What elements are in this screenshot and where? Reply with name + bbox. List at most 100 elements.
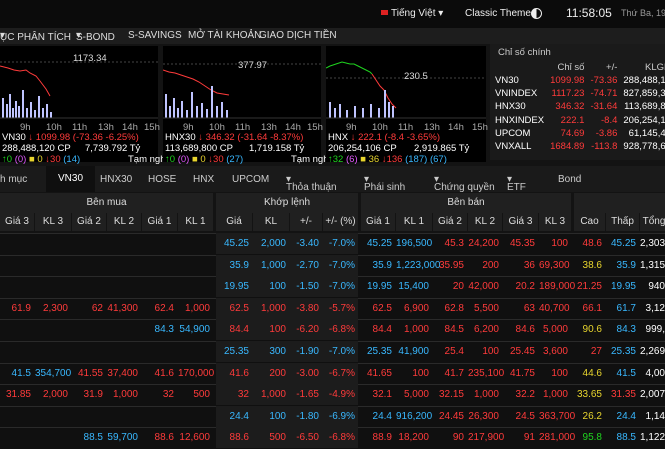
col-header-sell-vol-1[interactable]: KL 1 [396,213,432,231]
language-selector[interactable]: Tiếng Việt ▾ [381,8,443,19]
cell-buy-price-2[interactable] [72,255,106,276]
cell-match-vol[interactable]: 2,000 [260,238,286,249]
cell-low[interactable]: 19.95 [610,281,636,293]
cell-sell-vol-1[interactable]: 18,200 [398,432,429,444]
cell-total[interactable]: 2,269 [640,346,665,357]
cell-high[interactable]: 48.6 [582,238,602,249]
col-header-match-vol[interactable]: KL [253,213,289,231]
cell-sell-vol-3[interactable]: 189,000 [539,281,576,293]
cell-sell-price-3[interactable]: 25.45 [509,346,535,357]
cell-total[interactable]: 2,303 [640,238,665,249]
col-header-change[interactable]: +/- [290,213,322,231]
cell-sell-vol-2[interactable]: 42,000 [468,281,499,293]
cell-buy-vol-1[interactable] [178,341,213,362]
cell-buy-price-2[interactable]: 41.55 [77,367,103,379]
cell-buy-price-3[interactable] [0,319,34,340]
cell-high[interactable]: 38.6 [582,259,602,271]
cell-sell-vol-3[interactable]: 100 [551,238,568,249]
cell-buy-price-2[interactable] [72,319,106,340]
cell-sell-price-1[interactable]: 35.9 [372,259,392,271]
cell-sell-price-3[interactable]: 45.35 [509,238,535,249]
cell-buy-vol-1[interactable]: 170,000 [178,367,215,379]
cell-match-price[interactable]: 88.6 [229,432,249,444]
col-header-sell-vol-2[interactable]: KL 2 [468,213,502,231]
cell-match-vol[interactable]: 1,000 [260,302,286,314]
cell-change[interactable]: -6.20 [296,324,319,336]
cell-buy-vol-3[interactable] [35,233,71,254]
dark-mode-toggle-icon[interactable] [531,8,542,19]
cell-total[interactable]: 999, [645,324,665,336]
cell-buy-price-1[interactable] [142,233,177,254]
cell-change[interactable]: -1.90 [296,346,319,357]
tab-watchlist[interactable]: h mục [0,174,28,185]
tab-bond[interactable]: Bond [558,174,582,185]
cell-low[interactable]: 61.7 [616,302,636,314]
cell-buy-vol-1[interactable] [178,255,213,276]
col-header-buy-vol-2[interactable]: KL 2 [107,213,141,231]
cell-buy-vol-2[interactable]: 41,300 [107,302,138,314]
cell-sell-price-1[interactable]: 88.9 [372,432,392,444]
cell-sell-price-1[interactable]: 41.65 [366,367,392,379]
cell-buy-vol-3[interactable]: 2,000 [42,389,68,401]
cell-sell-vol-3[interactable]: 5,000 [542,324,568,336]
cell-sell-vol-3[interactable]: 1,000 [542,389,568,401]
cell-sell-price-2[interactable]: 90 [452,432,464,444]
cell-change[interactable]: -1.80 [296,410,319,422]
cell-change[interactable]: -3.80 [296,302,319,314]
cell-buy-price-2[interactable] [72,233,106,254]
theme-selector[interactable]: Classic Theme [465,8,531,19]
cell-buy-vol-3[interactable] [35,319,71,340]
cell-sell-price-3[interactable]: 32.2 [515,389,535,401]
cell-buy-vol-3[interactable]: 2,300 [42,302,68,314]
cell-match-vol[interactable]: 100 [269,281,286,293]
cell-total[interactable]: 940 [648,281,665,293]
tab-upcom[interactable]: UPCOM [232,174,270,185]
cell-match-price[interactable]: 35.9 [229,259,249,271]
cell-buy-price-1[interactable]: 62.4 [154,302,174,314]
cell-match-vol[interactable]: 1,000 [260,259,286,271]
cell-buy-price-3[interactable]: 61.9 [11,302,31,314]
cell-high[interactable]: 95.8 [582,432,602,444]
cell-change-pct[interactable]: -7.0% [328,281,355,293]
cell-sell-price-1[interactable]: 32.1 [372,389,392,401]
col-header-sell-price-3[interactable]: Giá 3 [503,213,538,231]
tab-derivatives[interactable]: Phái sinh ▾ [364,174,406,193]
menu-s-savings[interactable]: S-SAVINGS [128,30,182,41]
cell-sell-vol-2[interactable]: 24,200 [468,238,499,249]
cell-match-price[interactable]: 62.5 [229,302,249,314]
cell-total[interactable]: 1,14 [645,410,665,422]
cell-sell-price-2[interactable]: 35.95 [438,259,464,271]
cell-buy-vol-1[interactable]: 500 [193,389,210,401]
col-header-match-price[interactable]: Giá [216,213,252,231]
cell-match-vol[interactable]: 500 [269,432,286,444]
cell-buy-vol-3[interactable] [35,427,71,448]
cell-change-pct[interactable]: -5.7% [328,302,355,314]
cell-low[interactable]: 84.3 [616,324,636,336]
col-header-buy-price-1[interactable]: Giá 1 [142,213,177,231]
cell-low[interactable]: 31.35 [610,389,636,401]
tab-hnx30[interactable]: HNX30 [100,174,133,185]
cell-buy-price-3[interactable] [0,255,34,276]
menu-analysis[interactable]: ỤC PHÂN TÍCH ▾ [0,30,71,43]
cell-sell-vol-3[interactable]: 363,700 [539,410,576,422]
cell-sell-vol-2[interactable]: 100 [482,346,499,357]
cell-sell-vol-3[interactable]: 100 [551,367,568,379]
cell-match-price[interactable]: 41.6 [229,367,249,379]
cell-high[interactable]: 90.6 [582,324,602,336]
cell-change[interactable]: -1.50 [296,281,319,293]
cell-sell-vol-2[interactable]: 26,300 [468,410,499,422]
cell-buy-vol-2[interactable] [107,406,141,427]
cell-sell-price-3[interactable]: 41.75 [509,367,535,379]
cell-buy-vol-2[interactable] [107,276,141,297]
cell-high[interactable]: 27 [590,346,602,357]
cell-buy-price-1[interactable] [142,406,177,427]
cell-total[interactable]: 3,12 [645,302,665,314]
cell-sell-vol-1[interactable]: 5,000 [403,389,429,401]
cell-sell-price-1[interactable]: 24.4 [372,410,392,422]
menu-s-bond[interactable]: S-BOND ▾ [76,30,115,43]
cell-change[interactable]: -1.65 [296,389,319,401]
